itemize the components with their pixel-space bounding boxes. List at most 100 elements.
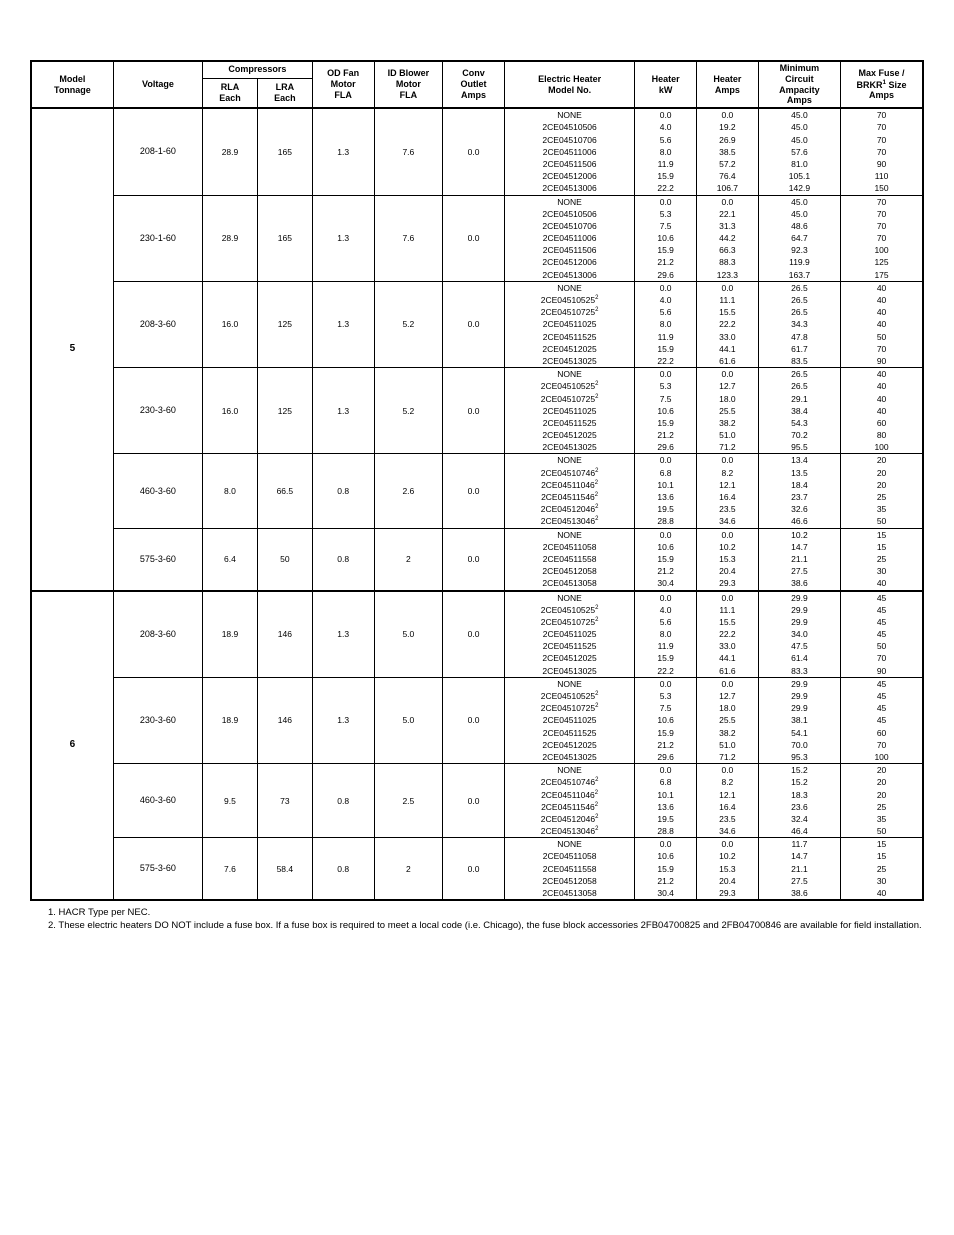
kw-cell: 0.0 — [635, 764, 697, 777]
footnotes: 1. HACR Type per NEC. 2. These electric … — [30, 907, 924, 931]
heater-amps-cell: 12.7 — [697, 690, 759, 702]
heater-model-cell: 2CE04510506 — [504, 121, 634, 133]
kw-cell: 7.5 — [635, 393, 697, 405]
mca-cell: 45.0 — [758, 195, 840, 208]
kw-cell: 5.6 — [635, 134, 697, 146]
mca-cell: 29.1 — [758, 393, 840, 405]
maxfuse-cell: 40 — [841, 577, 923, 590]
heater-amps-cell: 16.4 — [697, 801, 759, 813]
mca-cell: 27.5 — [758, 565, 840, 577]
heater-model-cell: 2CE045107462 — [504, 467, 634, 479]
maxfuse-cell: 70 — [841, 232, 923, 244]
odfan-cell: 1.3 — [312, 368, 374, 454]
mca-cell: 119.9 — [758, 256, 840, 268]
heater-amps-cell: 22.2 — [697, 318, 759, 330]
heater-amps-cell: 12.1 — [697, 789, 759, 801]
maxfuse-cell: 40 — [841, 318, 923, 330]
heater-model-cell: NONE — [504, 838, 634, 851]
heater-model-cell: 2CE04512006 — [504, 170, 634, 182]
mca-cell: 18.4 — [758, 479, 840, 491]
mca-cell: 29.9 — [758, 677, 840, 690]
maxfuse-cell: 70 — [841, 195, 923, 208]
mca-cell: 47.8 — [758, 331, 840, 343]
heater-model-cell: 2CE04512058 — [504, 565, 634, 577]
heater-amps-cell: 0.0 — [697, 528, 759, 541]
kw-cell: 30.4 — [635, 887, 697, 900]
mca-cell: 26.5 — [758, 281, 840, 294]
odfan-cell: 1.3 — [312, 677, 374, 763]
lra-cell: 146 — [257, 677, 312, 763]
kw-cell: 5.3 — [635, 208, 697, 220]
heater-amps-cell: 10.2 — [697, 541, 759, 553]
table-row: 460-3-608.066.50.82.60.0NONE0.00.013.420 — [31, 454, 923, 467]
odfan-cell: 0.8 — [312, 528, 374, 590]
col-odfan: OD Fan Motor FLA — [312, 61, 374, 108]
heater-model-cell: 2CE04511025 — [504, 405, 634, 417]
heater-amps-cell: 51.0 — [697, 429, 759, 441]
kw-cell: 11.9 — [635, 640, 697, 652]
heater-amps-cell: 34.6 — [697, 515, 759, 528]
heater-amps-cell: 0.0 — [697, 591, 759, 604]
maxfuse-cell: 30 — [841, 565, 923, 577]
kw-cell: 10.6 — [635, 850, 697, 862]
heater-amps-cell: 11.1 — [697, 294, 759, 306]
heater-model-cell: 2CE04511025 — [504, 628, 634, 640]
heater-amps-cell: 8.2 — [697, 776, 759, 788]
kw-cell: 0.0 — [635, 838, 697, 851]
heater-model-cell: 2CE045115462 — [504, 491, 634, 503]
maxfuse-cell: 110 — [841, 170, 923, 182]
kw-cell: 15.9 — [635, 343, 697, 355]
maxfuse-cell: 30 — [841, 875, 923, 887]
mca-cell: 47.5 — [758, 640, 840, 652]
heater-model-cell: 2CE04510506 — [504, 208, 634, 220]
rla-cell: 28.9 — [203, 195, 258, 281]
mca-cell: 45.0 — [758, 134, 840, 146]
tonnage-cell: 5 — [31, 108, 113, 590]
heater-model-cell: 2CE04511525 — [504, 640, 634, 652]
maxfuse-cell: 40 — [841, 294, 923, 306]
kw-cell: 19.5 — [635, 503, 697, 515]
maxfuse-cell: 15 — [841, 850, 923, 862]
mca-cell: 38.4 — [758, 405, 840, 417]
kw-cell: 15.9 — [635, 170, 697, 182]
rla-cell: 28.9 — [203, 108, 258, 195]
heater-model-cell: 2CE04512025 — [504, 429, 634, 441]
lra-cell: 50 — [257, 528, 312, 590]
heater-model-cell: 2CE04511506 — [504, 158, 634, 170]
maxfuse-cell: 90 — [841, 665, 923, 678]
rla-cell: 8.0 — [203, 454, 258, 528]
col-compressors: Compressors — [203, 61, 313, 78]
maxfuse-cell: 125 — [841, 256, 923, 268]
col-tonnage: Model Tonnage — [31, 61, 113, 108]
rla-cell: 16.0 — [203, 368, 258, 454]
mca-cell: 11.7 — [758, 838, 840, 851]
heater-amps-cell: 18.0 — [697, 393, 759, 405]
kw-cell: 22.2 — [635, 355, 697, 368]
mca-cell: 34.0 — [758, 628, 840, 640]
kw-cell: 22.2 — [635, 665, 697, 678]
kw-cell: 5.3 — [635, 380, 697, 392]
voltage-cell: 208-3-60 — [113, 281, 202, 367]
conv-cell: 0.0 — [443, 591, 505, 678]
heater-amps-cell: 0.0 — [697, 677, 759, 690]
heater-amps-cell: 0.0 — [697, 368, 759, 381]
heater-amps-cell: 29.3 — [697, 887, 759, 900]
heater-amps-cell: 15.5 — [697, 616, 759, 628]
mca-cell: 45.0 — [758, 108, 840, 121]
heater-model-cell: 2CE04513058 — [504, 887, 634, 900]
mca-cell: 142.9 — [758, 182, 840, 195]
kw-cell: 0.0 — [635, 677, 697, 690]
kw-cell: 4.0 — [635, 294, 697, 306]
voltage-cell: 460-3-60 — [113, 454, 202, 528]
lra-cell: 165 — [257, 108, 312, 195]
heater-model-cell: 2CE04510706 — [504, 134, 634, 146]
heater-amps-cell: 12.1 — [697, 479, 759, 491]
conv-cell: 0.0 — [443, 195, 505, 281]
col-mca: MinimumCircuitAmpacityAmps — [758, 61, 840, 108]
mca-cell: 27.5 — [758, 875, 840, 887]
mca-cell: 70.0 — [758, 739, 840, 751]
odfan-cell: 0.8 — [312, 764, 374, 838]
heater-model-cell: NONE — [504, 454, 634, 467]
maxfuse-cell: 25 — [841, 553, 923, 565]
table-row: 230-3-6016.01251.35.20.0NONE0.00.026.540 — [31, 368, 923, 381]
